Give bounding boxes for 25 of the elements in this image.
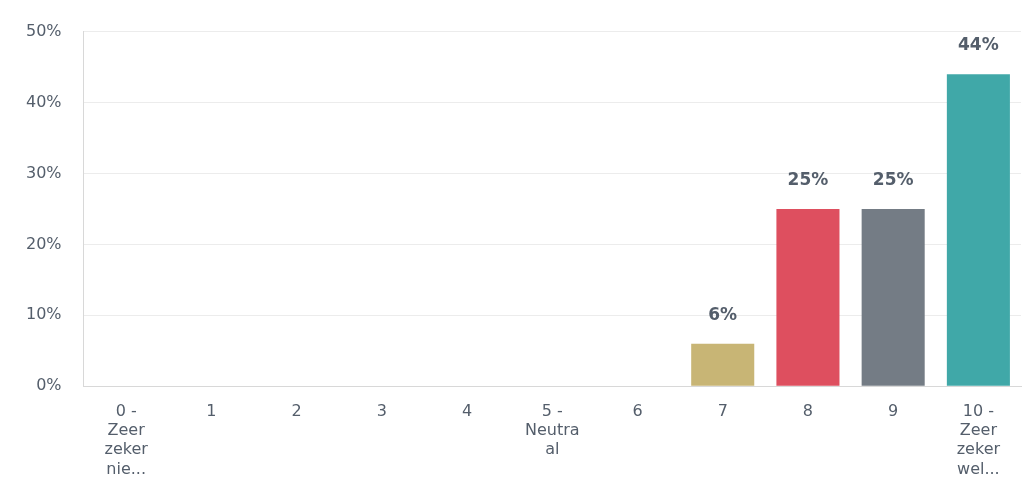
data-label: 25%	[787, 168, 829, 189]
data-label: 25%	[872, 168, 914, 189]
x-tick-label: 6	[632, 400, 643, 420]
x-tick-label: 10 - Zeer zeker wel...	[956, 400, 1001, 478]
x-tick-label: 5 - Neutraal	[524, 400, 580, 459]
y-tick-label: 20%	[26, 233, 62, 253]
y-tick-label: 0%	[36, 375, 62, 395]
y-tick-label: 50%	[26, 20, 62, 40]
bar	[691, 343, 755, 386]
x-tick-label: 4	[461, 400, 473, 420]
bar	[861, 208, 925, 386]
x-tick-label: 0 - Zeer zeker nie...	[104, 400, 149, 478]
y-tick-label: 10%	[26, 304, 62, 324]
x-tick-label: 9	[888, 400, 899, 420]
x-tick-label: 1	[206, 400, 217, 420]
bar	[946, 74, 1010, 386]
data-label: 44%	[958, 34, 999, 55]
data-label: 6%	[708, 303, 738, 324]
x-tick-label: 3	[376, 400, 387, 420]
bar	[776, 208, 840, 386]
x-tick-label: 7	[717, 400, 728, 420]
x-tick-label: 8	[802, 400, 814, 420]
y-tick-label: 40%	[26, 91, 62, 111]
x-tick-label: 2	[291, 400, 302, 420]
y-tick-label: 30%	[26, 162, 62, 182]
